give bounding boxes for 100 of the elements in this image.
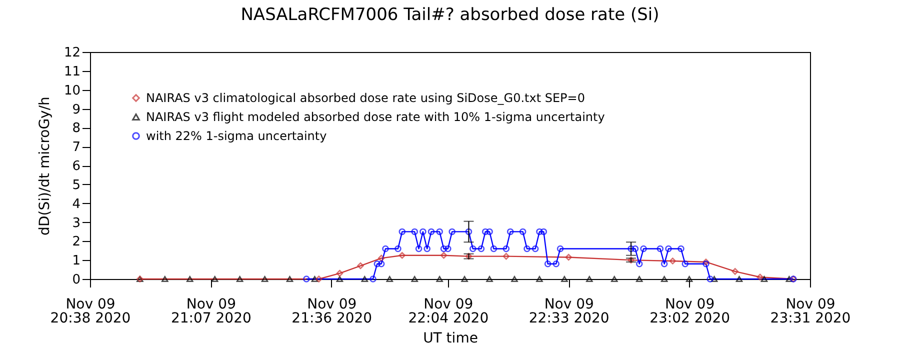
x-tick-label: Nov 09 21:36 2020 [292, 296, 372, 326]
point [440, 252, 448, 259]
point [786, 276, 793, 282]
point [565, 254, 572, 261]
y-tick-label: 6 [72, 159, 80, 174]
point [686, 276, 693, 282]
point [519, 228, 526, 236]
point [420, 228, 426, 236]
point [436, 276, 443, 282]
point [424, 245, 430, 252]
point [186, 276, 194, 282]
x-tick-label: Nov 09 20:38 2020 [50, 296, 131, 326]
y-tick-label: 8 [72, 121, 80, 136]
point [506, 228, 514, 236]
y-tick-label: 10 [64, 83, 80, 98]
point [756, 274, 764, 280]
point [486, 228, 493, 236]
point [552, 260, 560, 268]
point [736, 276, 743, 282]
x-tick-label: Nov 09 23:31 2020 [770, 296, 851, 326]
point [669, 258, 676, 264]
legend-label: with 22% 1-sigma uncertainty [146, 129, 327, 143]
point [478, 245, 485, 252]
y-tick-label: 1 [72, 254, 80, 269]
point [382, 245, 389, 252]
legend-label: NAIRAS v3 flight modeled absorbed dose rate with 10% 1-sigma uncertainty [146, 110, 605, 124]
point [361, 276, 368, 282]
y-tick-label: 2 [72, 234, 80, 250]
y-tick-label: 5 [72, 178, 80, 193]
point [398, 228, 406, 236]
point [536, 228, 543, 236]
point [502, 252, 510, 260]
point [665, 245, 672, 252]
point [524, 245, 530, 252]
point [316, 276, 322, 282]
point [448, 228, 456, 236]
point [561, 276, 568, 282]
x-axis-title: UT time [423, 330, 478, 346]
point [532, 245, 539, 252]
point [710, 276, 718, 282]
legend-label: NAIRAS v3 climatological absorbed dose rate using SiDose_G0.txt SEP=0 [146, 91, 585, 105]
point [486, 276, 493, 282]
point [586, 276, 593, 282]
point [656, 245, 664, 252]
point [682, 260, 689, 268]
y-tick-label: 12 [64, 46, 80, 60]
y-tick-label: 11 [64, 64, 80, 80]
point [211, 276, 218, 282]
point [436, 228, 443, 236]
point [706, 276, 714, 282]
point [636, 276, 643, 282]
point [536, 276, 543, 282]
point [482, 228, 489, 236]
x-tick-label: Nov 09 23:02 2020 [650, 296, 730, 326]
point [660, 276, 668, 282]
point [540, 228, 548, 236]
point [336, 276, 344, 282]
y-tick-label: 9 [72, 102, 80, 118]
point [732, 268, 738, 275]
point [440, 245, 448, 252]
y-tick-label: 0 [72, 272, 80, 288]
point [760, 276, 768, 282]
x-tick-label: Nov 09 22:33 2020 [528, 296, 610, 326]
y-axis-title: dD(Si)/dt microGy/h [36, 96, 53, 236]
point [261, 276, 268, 282]
point [378, 260, 385, 268]
x-tick-label: Nov 09 21:07 2020 [170, 296, 252, 326]
point [660, 260, 668, 268]
point [236, 276, 244, 282]
point [511, 276, 518, 282]
point [411, 276, 418, 282]
point [502, 245, 510, 252]
point [311, 276, 318, 282]
point [611, 276, 618, 282]
y-tick-label: 3 [72, 216, 80, 231]
point [411, 228, 418, 236]
point [678, 245, 684, 252]
point [544, 260, 552, 268]
point [628, 245, 634, 252]
y-tick-label: 7 [72, 140, 80, 156]
point [444, 245, 452, 252]
point [461, 276, 468, 282]
point [632, 245, 639, 252]
point [370, 276, 376, 282]
point [394, 245, 402, 252]
point [336, 270, 344, 277]
y-tick-label: 4 [72, 196, 80, 212]
point [470, 245, 476, 252]
point [374, 260, 381, 268]
chart-title: NASALaRCFM7006 Tail#? absorbed dose rate (Si) [240, 5, 660, 25]
point [357, 262, 364, 270]
point [556, 245, 564, 252]
point [465, 228, 472, 236]
point [428, 228, 435, 236]
point [386, 276, 394, 282]
point [636, 260, 643, 268]
point [286, 276, 294, 282]
point [490, 245, 498, 252]
point [415, 245, 422, 252]
point [640, 245, 647, 252]
